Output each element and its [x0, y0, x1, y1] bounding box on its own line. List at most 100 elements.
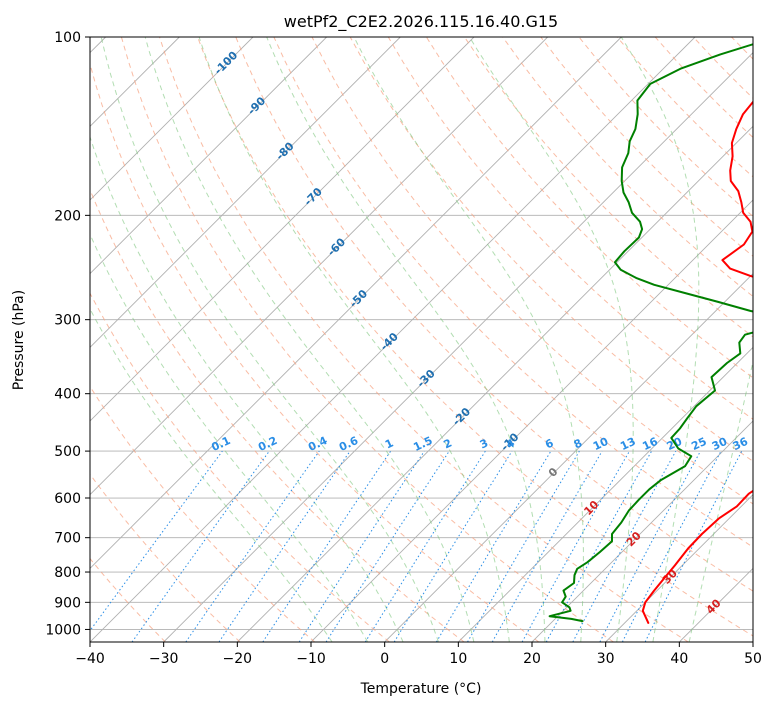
- moist-adiabat-line: [90, 308, 333, 642]
- dry-adiabat-label: 20: [624, 529, 644, 549]
- dry-adiabat-lines: [90, 37, 775, 642]
- isotherm-lines: [90, 37, 753, 642]
- y-tick-label: 1000: [45, 622, 81, 638]
- moist-adiabat-line: [100, 37, 439, 642]
- dry-adiabat-label: -50: [347, 287, 370, 310]
- x-axis: −40 −30 −20 −10 0 10 20 30 40 50: [75, 642, 762, 667]
- mixing-ratio-label: 2: [442, 436, 454, 451]
- dry-adiabat-label: -80: [273, 139, 296, 162]
- isotherm-line: [90, 37, 327, 275]
- x-axis-label: Temperature (°C): [360, 681, 482, 697]
- dry-adiabat-line: [464, 37, 753, 338]
- dry-adiabat-line: [197, 37, 753, 637]
- isotherm-line: [90, 37, 696, 642]
- dry-adiabat-label: -100: [212, 48, 241, 77]
- x-tick-label: 40: [670, 651, 688, 667]
- dry-adiabat-line: [349, 37, 753, 462]
- moist-adiabat-line: [90, 135, 404, 642]
- x-tick-label: 50: [744, 651, 762, 667]
- y-tick-label: 400: [54, 387, 81, 403]
- mixing-ratio-line: [218, 450, 351, 642]
- x-tick-label: −30: [149, 651, 179, 667]
- mixing-ratio-line: [572, 450, 677, 642]
- mixing-ratio-line: [262, 450, 392, 642]
- isotherm-line: [310, 199, 753, 642]
- dry-adiabat-line: [578, 37, 753, 218]
- isotherm-line: [605, 494, 753, 642]
- mixing-ratio-line: [90, 450, 223, 632]
- mixing-ratio-line: [185, 450, 320, 642]
- dry-adiabat-line: [90, 188, 465, 642]
- mixing-ratio-line: [644, 450, 743, 642]
- dry-adiabat-label: 30: [660, 567, 680, 587]
- dry-adiabat-line: [387, 37, 753, 420]
- plot-area: -100-90-80-70-60-50-40-30-20-10010203040…: [90, 37, 775, 642]
- mixing-ratio-line: [435, 450, 552, 642]
- moist-adiabat-line: [144, 37, 475, 642]
- dry-adiabat-line: [770, 37, 775, 642]
- dry-adiabat-line: [90, 557, 166, 642]
- isotherm-line: [752, 641, 753, 642]
- dry-adiabat-line: [235, 37, 753, 592]
- mixing-ratio-label: 6: [543, 436, 556, 451]
- dry-adiabat-label: -60: [325, 235, 348, 258]
- mixing-ratio-label: 36: [731, 435, 751, 453]
- x-tick-label: 10: [449, 651, 467, 667]
- isotherm-line: [163, 52, 753, 642]
- isotherm-line: [237, 125, 753, 642]
- x-tick-label: −40: [75, 651, 105, 667]
- mixing-ratio-label: 16: [640, 435, 660, 453]
- isotherm-line: [90, 37, 475, 422]
- dry-adiabat-label: -40: [378, 330, 401, 353]
- isotherm-line: [679, 567, 753, 642]
- isotherm-line: [384, 273, 753, 642]
- y-tick-label: 600: [54, 491, 81, 507]
- isotherm-line: [90, 37, 254, 201]
- y-axis: 100 200 300 400 500 600 700 800 900 1000: [45, 30, 90, 638]
- dry-adiabat-line: [692, 37, 753, 99]
- isotherm-line: [458, 346, 753, 642]
- mixing-ratio-line: [521, 450, 630, 642]
- y-axis-label: Pressure (hPa): [11, 290, 27, 390]
- profile-series: [548, 43, 753, 624]
- y-tick-label: 800: [54, 565, 81, 581]
- mixing-ratio-label: 13: [618, 435, 637, 453]
- dry-adiabat-line: [159, 37, 689, 642]
- chart-title: wetPf2_C2E2.2026.115.16.40.G15: [284, 12, 558, 32]
- dry-adiabat-label: -90: [245, 94, 268, 117]
- dry-adiabat-line: [654, 37, 753, 139]
- dry-adiabat-line: [273, 37, 753, 548]
- dry-adiabat-label: -30: [414, 367, 437, 390]
- dry-adiabat-line: [120, 37, 614, 642]
- y-tick-label: 900: [54, 595, 81, 611]
- mixing-ratio-line: [393, 450, 513, 642]
- y-tick-label: 500: [54, 444, 81, 460]
- mixing-ratio-line: [621, 450, 722, 642]
- x-tick-label: −20: [223, 651, 253, 667]
- dry-adiabat-label: 40: [704, 596, 724, 616]
- plot-frame: [89, 36, 754, 643]
- dry-adiabat-line: [90, 473, 241, 642]
- dry-adiabat-line: [311, 37, 753, 505]
- y-tick-label: 300: [54, 313, 81, 329]
- mixing-ratio-label: 1: [383, 436, 395, 451]
- y-tick-label: 200: [54, 208, 81, 224]
- dry-adiabat-line: [90, 385, 316, 642]
- mixing-ratio-label: 25: [689, 435, 708, 453]
- dry-adiabat-line: [90, 62, 540, 642]
- mixing-ratio-label: 3: [478, 436, 490, 451]
- moist-adiabat-line: [353, 37, 584, 642]
- x-tick-label: 0: [380, 651, 389, 667]
- mixing-ratio-line: [364, 450, 486, 642]
- dewpoint-profile-line: [548, 43, 753, 623]
- x-tick-label: 30: [597, 651, 615, 667]
- dry-adiabat-line: [90, 292, 390, 642]
- isotherm-line: [90, 37, 401, 348]
- moist-adiabat-line: [469, 37, 634, 642]
- mixing-ratio-line: [599, 450, 701, 642]
- isotherm-line: [90, 37, 548, 496]
- mixing-ratio-label: 30: [710, 435, 730, 453]
- moist-adiabat-line: [266, 37, 546, 642]
